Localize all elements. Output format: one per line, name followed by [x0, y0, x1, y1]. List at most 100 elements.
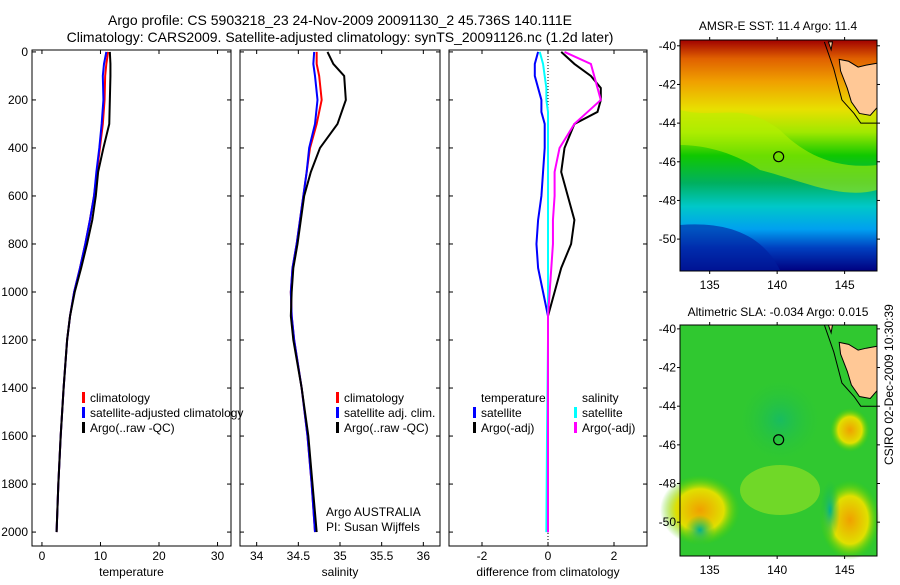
- y-tick-label: -50: [659, 515, 677, 529]
- axes-box: [239, 49, 441, 547]
- profile-panel-3: -2 0 2 difference from climatology: [448, 49, 648, 579]
- x-tick-label: 140: [767, 563, 787, 577]
- temperature-legend: climatology satellite-adjusted climatolo…: [82, 391, 243, 435]
- x-tick-label: 135: [700, 563, 720, 577]
- legend-label: satellite-adjusted climatology: [90, 406, 243, 420]
- legend-swatch-temp-argo: [473, 422, 476, 433]
- legend-label: climatology: [90, 391, 150, 405]
- tasmania-landmass: [838, 341, 878, 399]
- x-tick-label: 0: [545, 549, 552, 563]
- sla-map-title: Altimetric SLA: -0.034 Argo: 0.015: [688, 305, 869, 319]
- y-tick-label: -48: [659, 193, 677, 207]
- legend-label: Argo(..raw -QC): [344, 421, 429, 435]
- sst-cold-pool: [680, 224, 780, 271]
- x-tick-label: -2: [477, 549, 488, 563]
- x-tick-label: 145: [835, 278, 855, 292]
- legend-swatch-sal-satellite: [574, 407, 577, 418]
- x-tick-label: 30: [211, 549, 225, 563]
- x-tick-label: 2: [611, 549, 618, 563]
- y-tick-label: 400: [8, 141, 28, 155]
- legend-swatch-climatology: [82, 392, 85, 403]
- x-tick-label: 145: [835, 563, 855, 577]
- salinity-legend: climatology satellite adj. clim. Argo(..…: [326, 391, 435, 534]
- y-tick-label: -50: [659, 232, 677, 246]
- y-tick-label: -42: [659, 361, 677, 375]
- map-axes-box: [679, 324, 878, 557]
- y-tick-label: 0: [21, 45, 28, 59]
- x-axis-label: salinity: [322, 565, 359, 579]
- axes-box: [31, 49, 232, 547]
- y-tick-label: -48: [659, 477, 677, 491]
- x-tick-label: 0: [39, 549, 46, 563]
- legend-label: Argo(-adj): [582, 421, 635, 435]
- sst-map-title: AMSR-E SST: 11.4 Argo: 11.4: [699, 19, 858, 33]
- y-tick-label: -46: [659, 155, 677, 169]
- legend-swatch-satellite: [336, 407, 339, 418]
- legend-header-salinity: salinity: [582, 391, 619, 405]
- y-tick-label: 600: [8, 189, 28, 203]
- y-tick-label: -42: [659, 77, 677, 91]
- x-tick-label: 35.5: [370, 549, 394, 563]
- sla-positive-anomaly: [830, 408, 870, 452]
- series-line-argo-raw-qc-: [289, 51, 347, 533]
- legend-swatch-argo: [336, 422, 339, 433]
- y-tick-label: 1400: [1, 381, 28, 395]
- y-tick-label: 200: [8, 93, 28, 107]
- legend-label: satellite: [481, 406, 522, 420]
- x-tick-label: 36: [417, 549, 431, 563]
- legend-label: Argo(..raw -QC): [90, 421, 175, 435]
- y-tick-label: 800: [8, 237, 28, 251]
- y-tick-label: 1800: [1, 477, 28, 491]
- legend-swatch-climatology: [336, 392, 339, 403]
- annotation-argo-australia: Argo AUSTRALIA: [326, 505, 421, 519]
- legend-label: Argo(-adj): [481, 421, 534, 435]
- sla-positive-anomaly: [740, 465, 820, 515]
- annotation-pi: PI: Susan Wijffels: [326, 520, 420, 534]
- shelf-contour: [823, 324, 877, 407]
- map-axes-box: [679, 39, 878, 272]
- x-tick-label: 34.5: [287, 549, 311, 563]
- title-line-2: Climatology: CARS2009. Satellite-adjuste…: [67, 29, 614, 45]
- y-tick-label: 1000: [1, 285, 28, 299]
- difference-legend: temperature salinity satellite Argo(-adj…: [473, 391, 635, 435]
- x-tick-label: 140: [767, 278, 787, 292]
- y-tick-label: -40: [659, 39, 677, 53]
- y-tick-label: 1200: [1, 333, 28, 347]
- king-island: [827, 41, 834, 52]
- title-line-1: Argo profile: CS 5903218_23 24-Nov-2009 …: [108, 12, 572, 28]
- sla-map: Altimetric SLA: -0.034 Argo: 0.015 135 14…: [659, 305, 880, 577]
- series-line-salinity-argo-adj-: [547, 51, 602, 533]
- y-tick-label: -46: [659, 438, 677, 452]
- tasmania-landmass: [838, 58, 878, 116]
- y-tick-label: -44: [659, 116, 677, 130]
- argo-float-marker: [773, 434, 785, 446]
- x-tick-label: 10: [94, 549, 108, 563]
- y-tick-label: -40: [659, 322, 677, 336]
- csiro-timestamp: CSIRO 02-Dec-2009 10:30:39: [882, 304, 896, 465]
- y-tick-label: -44: [659, 399, 677, 413]
- legend-swatch-sal-argo: [574, 422, 577, 433]
- x-axis-label: temperature: [99, 565, 164, 579]
- x-tick-label: 35: [333, 549, 347, 563]
- legend-header-temperature: temperature: [481, 391, 546, 405]
- shelf-contour: [823, 41, 877, 124]
- profile-panel-2: 34 34.5 35 35.5 36 salinity: [239, 49, 441, 579]
- sla-negative-anomaly: [820, 480, 840, 540]
- legend-swatch-argo: [82, 422, 85, 433]
- x-tick-label: 20: [152, 549, 166, 563]
- legend-swatch-temp-satellite: [473, 407, 476, 418]
- profile-panel-1: 0 10 20 30 0 200 400 600 800 1000 1200 1400 1600 1800…: [1, 45, 232, 579]
- series-line-argo-raw-qc-: [55, 51, 112, 533]
- x-axis-label: difference from climatology: [476, 565, 619, 579]
- x-tick-label: 34: [250, 549, 264, 563]
- argo-float-marker: [773, 151, 785, 163]
- legend-swatch-satellite: [82, 407, 85, 418]
- x-tick-label: 135: [700, 278, 720, 292]
- y-tick-label: 2000: [1, 525, 28, 539]
- sla-negative-anomaly: [740, 380, 820, 460]
- y-tick-label: 1600: [1, 429, 28, 443]
- sst-map: AMSR-E SST: 11.4 Argo: 11.4 135 140 145 -40…: [659, 19, 880, 292]
- legend-label: satellite: [582, 406, 623, 420]
- legend-label: climatology: [344, 391, 404, 405]
